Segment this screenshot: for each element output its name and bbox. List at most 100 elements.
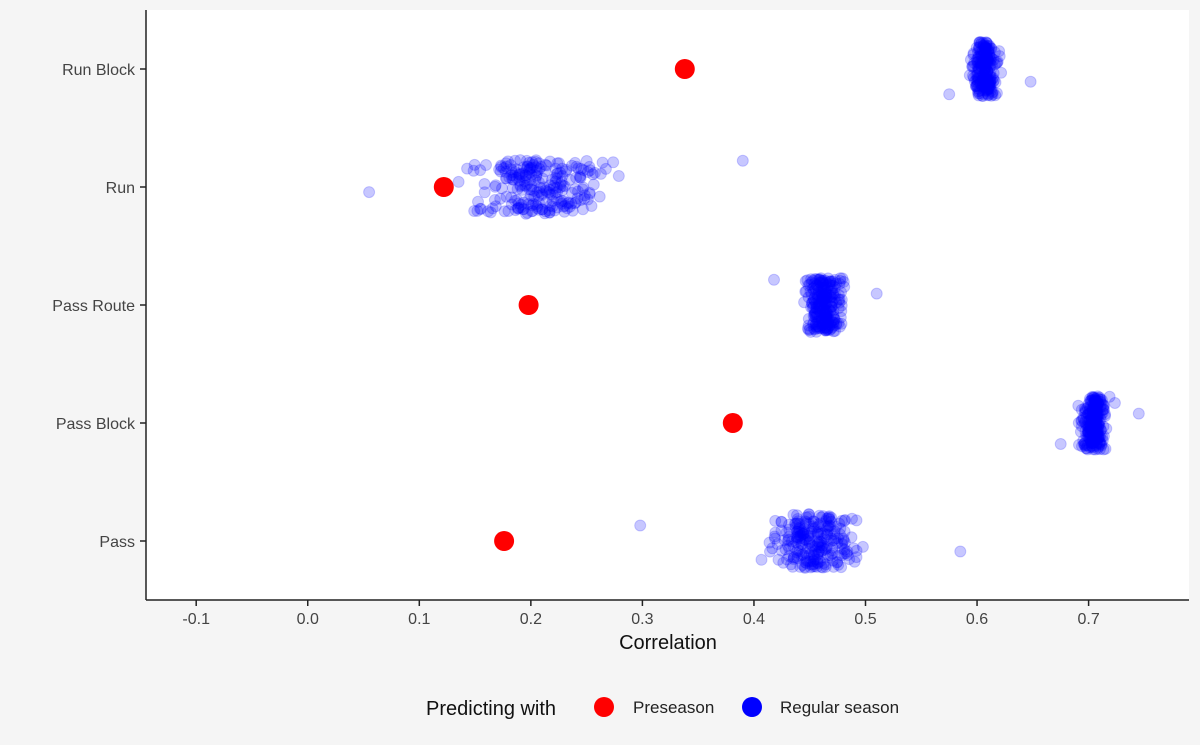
regular-season-point-run-block-153 [973, 57, 986, 70]
regular-season-point-run-block-23 [987, 67, 1000, 80]
regular-season-point-pass-route-182 [807, 282, 819, 295]
regular-season-point-pass-block-37 [1089, 443, 1102, 456]
regular-season-point-run-block-165 [984, 51, 997, 64]
regular-season-point-pass-5 [769, 526, 782, 539]
regular-season-point-pass-route-131 [823, 303, 836, 316]
regular-season-point-run-block-55 [993, 45, 1006, 58]
regular-season-point-pass-block-140 [1090, 429, 1103, 442]
regular-season-point-run-block-16 [980, 73, 993, 86]
regular-season-point-run-15 [507, 173, 520, 186]
regular-season-point-run-block-33 [979, 62, 992, 75]
regular-season-point-pass-route-235 [833, 296, 846, 309]
regular-season-point-run-36 [534, 181, 547, 194]
regular-season-point-pass-93 [834, 528, 846, 541]
regular-season-point-pass-block-80 [1078, 415, 1091, 428]
regular-season-point-pass-block-1 [1132, 407, 1145, 420]
regular-season-point-run-block-1 [1024, 75, 1037, 88]
regular-season-point-run-block-22 [975, 57, 988, 70]
regular-season-point-pass-block-22 [1087, 400, 1100, 413]
regular-season-point-pass-178 [807, 520, 820, 533]
regular-season-point-pass-route-146 [827, 325, 840, 338]
regular-season-point-run-83 [472, 195, 484, 208]
regular-season-point-run-block-96 [977, 80, 990, 93]
regular-season-point-pass-route-199 [824, 304, 837, 317]
regular-season-point-pass-route-216 [821, 318, 834, 331]
regular-season-point-pass-route-122 [826, 279, 839, 292]
regular-season-point-pass-block-157 [1097, 399, 1110, 412]
regular-season-point-pass-block-25 [1089, 415, 1102, 428]
regular-season-point-pass-73 [817, 539, 830, 552]
regular-season-point-pass-route-164 [815, 282, 828, 295]
regular-season-point-run-19 [484, 206, 497, 219]
regular-season-point-pass-128 [811, 557, 824, 570]
regular-season-point-run-25 [496, 182, 508, 195]
regular-season-point-run-136 [500, 190, 513, 203]
regular-season-point-pass-block-196 [1091, 392, 1104, 405]
regular-season-point-pass-60 [807, 515, 820, 528]
regular-season-point-run-112 [551, 157, 564, 170]
regular-season-point-run-137 [569, 183, 582, 196]
regular-season-point-pass-block-167 [1094, 395, 1107, 408]
x-tick-label-0: -0.1 [182, 611, 210, 628]
regular-season-point-pass-route-12 [820, 289, 833, 302]
regular-season-point-pass-105 [802, 529, 815, 542]
regular-season-point-pass-189 [841, 549, 854, 561]
regular-season-point-run-block-212 [980, 83, 993, 96]
regular-season-point-pass-201 [801, 530, 814, 542]
regular-season-point-pass-1 [954, 545, 967, 558]
regular-season-point-run-block-60 [972, 62, 985, 75]
regular-season-point-run-16 [587, 178, 600, 191]
regular-season-point-pass-block-162 [1086, 437, 1099, 450]
regular-season-point-run-block-109 [981, 82, 994, 95]
regular-season-point-pass-route-214 [818, 292, 831, 305]
regular-season-point-run-221 [516, 183, 529, 196]
regular-season-point-pass-99 [835, 561, 848, 574]
regular-season-point-run-74 [533, 203, 545, 216]
regular-season-point-pass-block-197 [1084, 419, 1096, 432]
regular-season-point-pass-74 [798, 561, 811, 573]
regular-season-point-run-209 [551, 186, 564, 199]
regular-season-point-run-block-156 [983, 56, 996, 69]
regular-season-point-run-84 [521, 178, 534, 191]
regular-season-point-run-block-143 [988, 74, 1000, 87]
regular-season-point-run-block-59 [991, 55, 1004, 68]
regular-season-point-pass-route-16 [808, 281, 821, 294]
regular-season-point-run-block-175 [972, 85, 985, 98]
regular-season-point-pass-229 [850, 544, 863, 557]
regular-season-point-run-block-136 [978, 68, 991, 81]
regular-season-point-pass-223 [790, 546, 803, 559]
regular-season-point-run-block-177 [963, 69, 976, 82]
regular-season-point-run-block-208 [968, 57, 981, 69]
regular-season-point-pass-97 [786, 560, 799, 573]
regular-season-point-pass-route-60 [799, 275, 812, 288]
preseason-points [433, 59, 743, 551]
regular-season-point-pass-block-142 [1097, 403, 1110, 416]
regular-season-point-run-28 [574, 171, 587, 184]
regular-season-point-pass-route-39 [817, 294, 830, 307]
regular-season-point-pass-route-88 [817, 313, 830, 326]
regular-season-point-run-202 [513, 168, 526, 181]
regular-season-point-run-85 [566, 204, 579, 217]
regular-season-point-run-134 [533, 185, 546, 198]
regular-season-point-pass-route-77 [819, 308, 832, 321]
regular-season-point-run-block-159 [979, 79, 992, 91]
regular-season-point-pass-block-144 [1097, 443, 1110, 456]
regular-season-point-pass-route-124 [817, 317, 830, 330]
regular-season-point-pass-block-172 [1093, 391, 1106, 404]
regular-season-point-pass-block-192 [1082, 408, 1094, 421]
regular-season-point-pass-route-49 [834, 311, 847, 324]
regular-season-point-pass-block-19 [1092, 432, 1105, 445]
regular-season-point-pass-83 [811, 528, 824, 541]
regular-season-point-pass-route-231 [823, 324, 836, 336]
regular-season-point-pass-35 [796, 559, 809, 571]
regular-season-point-pass-207 [777, 556, 790, 569]
regular-season-point-run-91 [500, 160, 513, 173]
regular-season-point-run-86 [514, 154, 527, 167]
regular-season-point-run-39 [503, 171, 516, 184]
regular-season-point-pass-block-164 [1108, 397, 1121, 409]
regular-season-point-pass-123 [791, 525, 804, 538]
regular-season-point-run-192 [513, 171, 526, 184]
regular-season-point-run-block-192 [978, 45, 991, 58]
regular-season-point-pass-block-194 [1094, 443, 1106, 456]
regular-season-point-run-block-157 [979, 84, 991, 97]
